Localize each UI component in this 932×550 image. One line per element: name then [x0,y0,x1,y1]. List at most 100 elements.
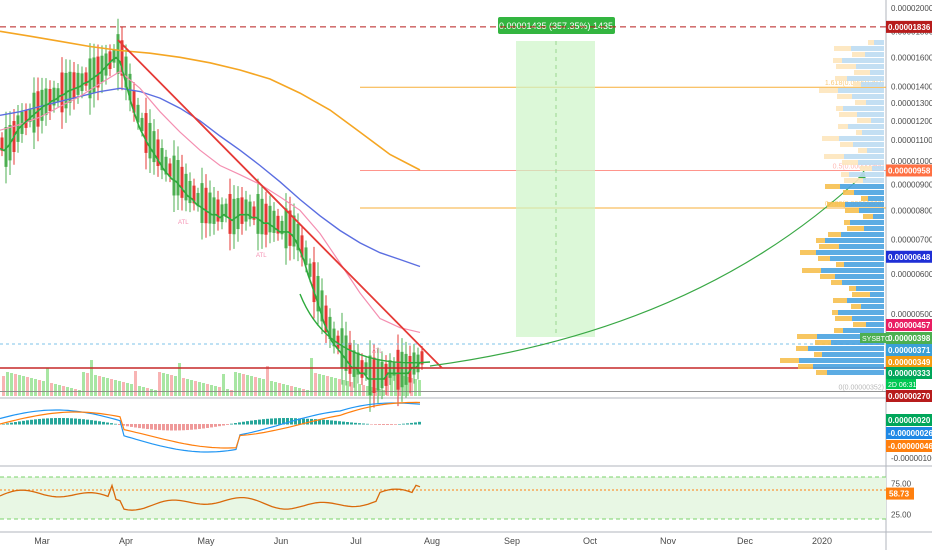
volume-bar [198,382,201,396]
volume-profile-bar [864,226,884,231]
trendline [117,39,443,369]
ma50-line [0,87,421,268]
volume-bar [130,384,133,396]
main-pane[interactable] [0,0,886,396]
macd-histogram-bar [282,418,285,425]
volume-bar [234,372,237,396]
volume-bar [78,390,81,396]
macd-histogram-bar [102,421,105,425]
volume-profile-bar [866,100,884,105]
volume-profile-bar [852,94,884,99]
volume-bar [194,381,197,396]
volume-profile-bar [822,352,884,357]
macd-histogram-bar [346,422,349,425]
macd-pane[interactable] [0,400,886,464]
x-tick-label: 2020 [812,536,832,546]
candle-body [148,122,152,159]
macd-histogram-bar [354,422,357,425]
ma20-line [0,70,421,333]
candle-body [272,210,276,233]
ma200-line [0,30,421,171]
price-badge[interactable] [886,164,932,177]
macd-histogram-bar [78,418,81,425]
price-badge[interactable] [886,332,932,344]
y-tick-label: 0.00001200 [891,117,932,126]
volume-profile-bar [865,52,884,57]
volume-profile-bar [868,196,884,201]
candle-body [216,199,220,222]
volume-bar [22,376,25,396]
volume-profile-bar [854,190,884,195]
macd-badge[interactable] [886,440,932,452]
volume-bar [2,376,5,396]
macd-histogram-bar [254,420,257,425]
macd-histogram-bar [298,418,301,425]
y-tick-label: 0.00001400 [891,83,932,92]
price-badge[interactable] [886,356,932,368]
macd-histogram-bar [330,420,333,425]
candle-body [248,201,252,220]
price-badge[interactable] [886,390,932,402]
macd-histogram-bar [314,419,317,425]
volume-profile-bar [863,178,884,183]
candle-body [224,203,228,217]
price-badge[interactable] [886,319,932,331]
candle-body [336,335,340,349]
volume-bar [314,373,317,396]
candle-body [232,198,236,235]
price-badge-label: 0.00000648 [888,253,931,262]
price-badge[interactable] [886,367,932,379]
candle-body [104,53,108,76]
candle-body [376,359,380,391]
volume-profile-bar [861,82,884,87]
x-tick-label: Mar [34,536,50,546]
macd-badge[interactable] [886,427,932,439]
volume-bar [298,388,301,396]
macd-badge[interactable] [886,414,932,426]
macd-histogram-bar [10,422,13,425]
symbol-badge[interactable] [860,333,886,343]
volume-bar [58,385,61,396]
volume-bar [182,378,185,396]
volume-profile-bar [819,244,839,249]
volume-profile-bar [851,46,884,51]
price-badge[interactable] [886,344,932,356]
rsi-line [0,483,421,511]
projection-curve [429,173,865,367]
price-badge[interactable] [886,250,932,263]
candle-body [184,173,188,201]
y-tick-label: 0.00000500 [891,310,932,319]
candle-body [60,72,64,113]
volume-bar [302,389,305,396]
volume-bar [10,373,13,396]
candle-body [132,90,136,113]
candle-body [264,203,268,235]
macd-histogram-bar [114,423,117,425]
candle-body [164,156,168,175]
candle-body [152,131,156,163]
volume-bar [270,381,273,396]
macd-histogram-bar [306,418,309,425]
price-badge-label: 0.00000398 [888,334,931,343]
macd-histogram-bar [206,424,209,428]
macd-histogram-bar [322,419,325,425]
price-badge[interactable] [886,20,932,33]
macd-histogram-bar [342,421,345,425]
macd-histogram-bar [58,418,61,425]
macd-badge-label: -0.00000026 [888,429,932,438]
candle-body [52,87,56,106]
volume-profile-bar [849,286,856,291]
macd-histogram-bar [94,420,97,425]
countdown-badge[interactable] [886,379,916,389]
volume-bar [166,374,169,396]
candle-body [392,362,396,376]
volume-bar [54,384,57,396]
volume-bar [414,379,417,396]
price-badge-label: 0.00000349 [888,358,931,367]
candle-body [80,73,84,92]
volume-profile-bar [845,208,859,213]
rsi-badge[interactable] [886,487,914,500]
volume-profile-bar [825,184,840,189]
volume-profile-bar [853,322,866,327]
